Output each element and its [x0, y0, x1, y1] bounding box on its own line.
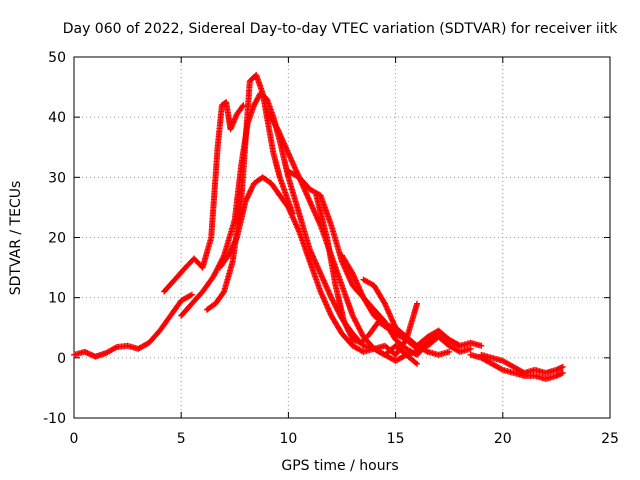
data-point [559, 369, 566, 376]
y-tick-label: 50 [48, 50, 66, 66]
data-point [455, 342, 462, 349]
series-track-2 [161, 99, 247, 295]
series-track-12 [467, 351, 566, 382]
data-point [456, 342, 463, 349]
y-tick-label: 20 [48, 231, 66, 247]
data-point [188, 291, 195, 298]
data-point [467, 345, 474, 352]
data-point [498, 366, 505, 373]
data-point [478, 342, 485, 349]
y-tick-label: -10 [43, 411, 66, 427]
data-point [423, 348, 430, 355]
grid [74, 57, 610, 418]
data-point [414, 360, 421, 367]
data-point [220, 289, 227, 296]
data-point [414, 300, 421, 307]
y-tick-label: 10 [48, 291, 66, 307]
data-point [559, 363, 566, 370]
data-point [112, 344, 119, 351]
x-axis-label: GPS time / hours [281, 458, 398, 474]
y-tick-label: 0 [57, 351, 66, 367]
x-tick-label: 20 [494, 431, 512, 447]
data-point [446, 348, 453, 355]
series-track-1 [71, 291, 195, 360]
data-point [239, 103, 246, 110]
y-axis-label: SDTVAR / TECUs [8, 181, 24, 296]
y-tick-label: 30 [48, 170, 66, 186]
x-tick-label: 0 [70, 431, 79, 447]
x-tick-label: 25 [601, 431, 619, 447]
data-point [187, 292, 194, 299]
chart-title: Day 060 of 2022, Sidereal Day-to-day VTE… [63, 21, 618, 37]
series-track-6 [263, 108, 421, 367]
series-track-5 [216, 174, 421, 358]
x-tick-label: 10 [279, 431, 297, 447]
x-tick-label: 5 [177, 431, 186, 447]
x-tick-label: 15 [387, 431, 405, 447]
y-tick-label: 40 [48, 110, 66, 126]
series-track-10 [360, 276, 463, 349]
series-track-4 [178, 90, 431, 358]
data-points [71, 72, 566, 382]
data-point [412, 359, 419, 366]
